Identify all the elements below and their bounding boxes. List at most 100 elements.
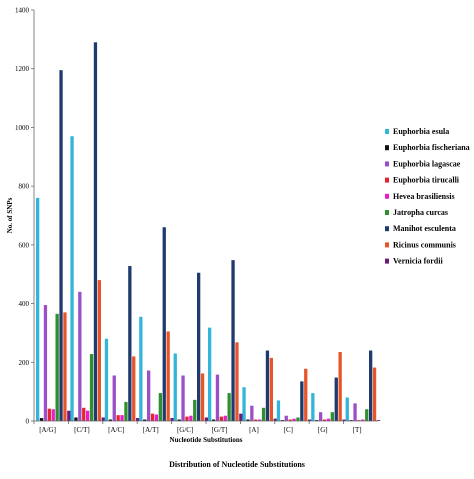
bar (43, 305, 48, 421)
legend-label: Euphorbia lagascae (393, 159, 461, 168)
bar (231, 260, 235, 421)
bar (166, 331, 170, 421)
bar (227, 393, 231, 421)
y-axis-title: No. of SNPs (6, 197, 14, 233)
legend-swatch (385, 242, 389, 248)
bar (246, 419, 250, 421)
bar (150, 413, 155, 421)
x-category-label: [A/T] (143, 426, 159, 434)
bar (334, 377, 338, 421)
bar (78, 291, 82, 421)
bar (132, 356, 136, 421)
y-tick-label: 0 (26, 418, 30, 426)
bar (269, 357, 273, 421)
bar (116, 415, 120, 421)
bar (136, 418, 140, 421)
bar (322, 419, 327, 421)
bar (219, 416, 223, 421)
bar (369, 350, 373, 421)
bar (308, 419, 312, 421)
legend-swatch (385, 161, 389, 167)
legend-swatch (385, 258, 389, 264)
bars-layer (36, 42, 381, 422)
bar (204, 417, 209, 421)
bar (108, 419, 112, 421)
bar (63, 312, 67, 421)
bar (158, 393, 162, 421)
legend-label: Manihot esculenta (393, 224, 456, 233)
bar (70, 136, 74, 421)
bar (376, 420, 381, 421)
bar (39, 418, 44, 421)
bar (162, 227, 166, 421)
bar (338, 352, 342, 421)
y-tick-label: 600 (19, 241, 30, 249)
bar (193, 399, 197, 421)
legend-label: Euphorbia fischeriana (393, 143, 470, 152)
bar (177, 419, 181, 421)
bar (280, 420, 284, 421)
bar (300, 381, 304, 421)
bar (112, 375, 116, 421)
bar (67, 410, 71, 421)
bar (330, 412, 334, 421)
y-tick-label: 200 (19, 359, 30, 367)
legend-label: Vernicia fordii (393, 257, 443, 266)
legend-swatch (385, 193, 389, 199)
bar (365, 409, 369, 421)
bar (128, 265, 132, 421)
bar (273, 418, 277, 421)
bar (235, 342, 239, 421)
bar (326, 418, 331, 421)
bar (276, 400, 281, 421)
bar (139, 316, 143, 421)
x-category-labels: [A/G] [C/T] [A/C] [A/T] [G/C] [G/T] [A] [C] [G] [… (33, 421, 362, 434)
bar (173, 353, 177, 421)
bar (242, 387, 246, 421)
legend-label: Hevea brasiliensis (393, 192, 455, 201)
bar (342, 419, 346, 421)
bar (86, 410, 90, 421)
bar (292, 418, 296, 421)
bar (93, 42, 98, 422)
bar (197, 272, 201, 421)
bar (89, 354, 94, 421)
bar (250, 405, 254, 421)
legend-swatch (385, 129, 389, 134)
x-category-label: [A] (249, 426, 259, 434)
bar (361, 419, 365, 421)
y-ticks: 0 200 400 600 800 1000 1200 1400 (15, 7, 34, 426)
bar (315, 420, 319, 421)
bar (47, 408, 51, 421)
bar (147, 370, 151, 421)
bar (104, 338, 109, 421)
x-category-label: [A/C] (108, 426, 124, 434)
legend-label: Jatropha curcas (393, 208, 448, 217)
bar (170, 418, 174, 421)
bar (59, 70, 63, 422)
bar (254, 419, 258, 421)
x-category-label: [G] (318, 426, 328, 434)
y-tick-label: 800 (19, 183, 30, 191)
bar (239, 413, 243, 421)
bar (208, 327, 212, 421)
bar (223, 415, 227, 421)
bar (215, 374, 220, 421)
bar (211, 419, 216, 421)
bar (261, 407, 266, 421)
bar (189, 415, 193, 421)
bar (36, 197, 40, 421)
x-category-label: [G/C] (177, 426, 193, 434)
bar (296, 417, 300, 421)
bar (353, 403, 357, 421)
bar (345, 397, 349, 421)
legend-swatch (385, 177, 389, 183)
bar (185, 416, 189, 421)
x-axis-title: Nucleotide Substitutions (170, 436, 243, 444)
x-category-label: [T] (353, 426, 362, 434)
bar (154, 414, 159, 421)
legend-label: Ricinus communis (393, 240, 456, 249)
bar (311, 393, 315, 421)
chart-caption: Distribution of Nucleotide Substitutions (169, 460, 305, 469)
